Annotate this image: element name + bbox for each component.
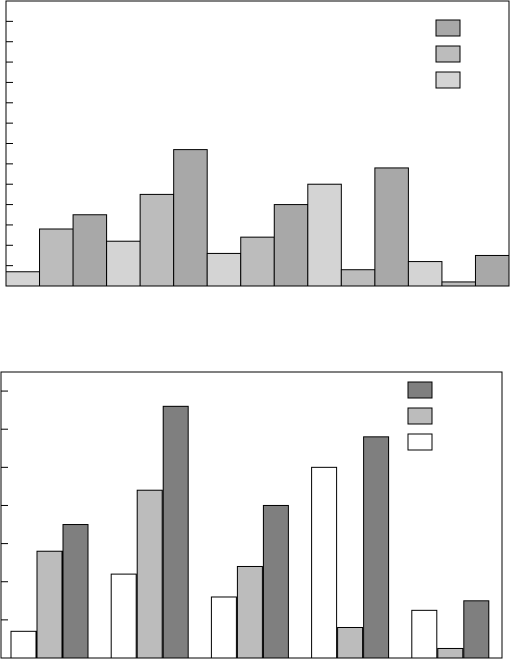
- top-bar-13: [407, 261, 443, 287]
- bottom-bar-3-series-2: [236, 565, 263, 659]
- bottom-bar-2-series-1: [110, 573, 137, 659]
- top-bar-15: [474, 254, 510, 287]
- chart-bottom: [0, 371, 503, 659]
- bottom-bar-3-series-3: [262, 504, 289, 659]
- bottom-legend-swatch-series-3: [407, 381, 433, 399]
- top-bar-10: [307, 183, 342, 287]
- top-bar-2: [39, 228, 74, 287]
- top-legend-swatch-mid: [435, 45, 461, 63]
- bottom-legend-swatch-series-1: [407, 433, 433, 451]
- chart-top: [5, 0, 510, 287]
- bottom-bar-5-series-2: [437, 647, 464, 659]
- top-bar-1: [5, 271, 41, 287]
- bottom-bar-1-series-2: [36, 550, 63, 659]
- top-legend-swatch-light: [435, 71, 461, 89]
- top-bar-7: [206, 252, 242, 287]
- top-bar-5: [139, 193, 175, 287]
- top-legend-swatch-dark: [435, 19, 461, 37]
- bottom-bar-1-series-1: [10, 630, 37, 659]
- bottom-bar-2-series-3: [162, 405, 189, 659]
- bottom-bar-4-series-1: [311, 466, 338, 659]
- bottom-bar-4-series-3: [363, 436, 390, 659]
- top-bar-3: [72, 214, 108, 287]
- bottom-bar-3-series-1: [210, 596, 237, 659]
- top-bar-6: [173, 149, 208, 287]
- top-bar-9: [273, 204, 309, 287]
- bottom-bar-5-series-3: [463, 600, 490, 659]
- bottom-bar-4-series-2: [337, 626, 364, 659]
- top-bar-12: [374, 167, 409, 287]
- top-bar-8: [240, 236, 275, 287]
- bottom-bar-2-series-2: [136, 489, 163, 659]
- top-bar-4: [106, 240, 141, 287]
- top-bar-11: [340, 269, 376, 287]
- bottom-bar-1-series-3: [62, 524, 89, 659]
- bottom-legend-swatch-series-2: [407, 407, 433, 425]
- top-bar-14: [441, 281, 476, 287]
- bottom-bar-5-series-1: [411, 609, 438, 659]
